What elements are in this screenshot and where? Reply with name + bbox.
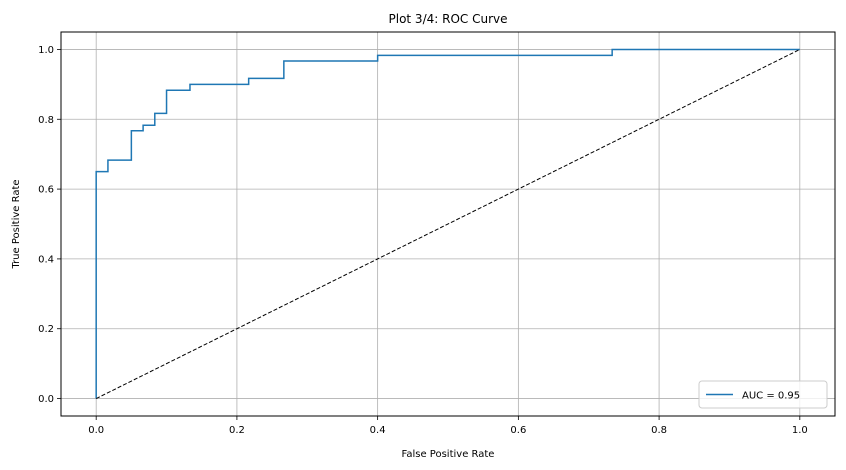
x-tick-label: 0.6	[510, 425, 526, 436]
y-axis-label: True Positive Rate	[11, 179, 22, 269]
legend: AUC = 0.95	[698, 380, 828, 409]
plot-frame	[60, 31, 836, 417]
series-lines	[95, 48, 801, 399]
x-tick-label: 1.0	[792, 425, 808, 436]
legend-entry-label: AUC = 0.95	[742, 391, 800, 402]
chart-title: Plot 3/4: ROC Curve	[389, 12, 508, 26]
y-tick-label: 0.6	[38, 185, 54, 196]
x-axis-label: False Positive Rate	[402, 449, 495, 460]
y-tick-label: 0.4	[38, 254, 54, 265]
roc-curve-line	[95, 48, 800, 399]
y-axis-ticks: 0.0 0.2 0.4 0.6 0.8 1.0	[38, 45, 61, 405]
y-tick-label: 0.0	[38, 394, 54, 405]
y-tick-label: 1.0	[38, 45, 54, 56]
x-axis-ticks: 0.0 0.2 0.4 0.6 0.8 1.0	[88, 416, 808, 436]
y-tick-label: 0.2	[38, 324, 54, 335]
x-tick-label: 0.0	[88, 425, 104, 436]
x-tick-label: 0.8	[651, 425, 667, 436]
legend-box	[698, 380, 828, 409]
x-tick-label: 0.2	[229, 425, 245, 436]
x-tick-label: 0.4	[370, 425, 386, 436]
y-tick-label: 0.8	[38, 115, 54, 126]
diagonal-reference-line	[95, 49, 801, 399]
